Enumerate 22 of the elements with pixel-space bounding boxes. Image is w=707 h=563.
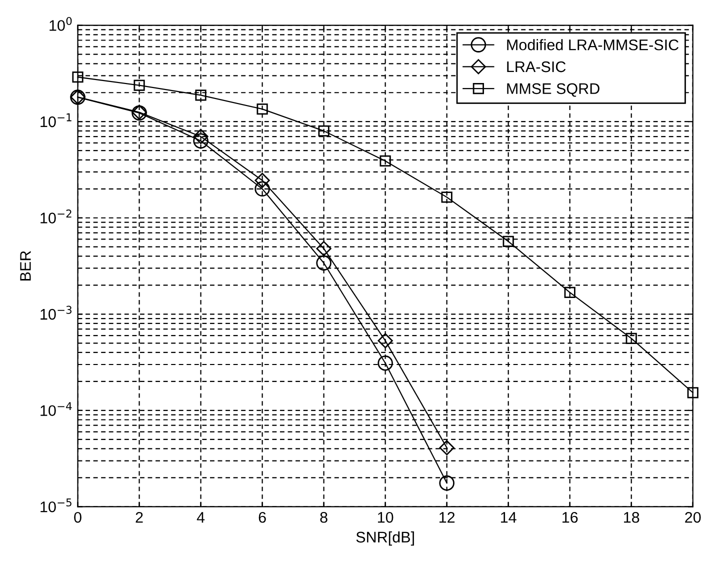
x-tick-label: 20 — [685, 512, 701, 523]
legend-label: LRA-SIC — [507, 61, 566, 72]
y-tick-label: 10$^{−1}$ — [40, 113, 72, 128]
legend-label: Modified LRA-MMSE-SIC — [507, 39, 679, 50]
x-tick-label: 2 — [136, 512, 143, 523]
x-tick-label: 4 — [196, 512, 205, 523]
x-tick-label: 10 — [378, 512, 394, 523]
x-tick-label: 0 — [74, 512, 82, 523]
x-tick-label: 6 — [258, 512, 266, 523]
y-tick-label: 10$^{0}$ — [50, 16, 72, 31]
y-tick-label: 10$^{−3}$ — [40, 306, 72, 320]
x-tick-label: 14 — [501, 512, 516, 523]
x-tick-label: 18 — [624, 512, 640, 523]
x-axis-title: SNR[dB] — [356, 531, 414, 546]
y-tick-label: 10$^{−4}$ — [40, 402, 72, 416]
x-tick-label: 12 — [439, 512, 455, 523]
y-tick-label: 10$^{−5}$ — [40, 498, 72, 512]
x-tick-label: 16 — [562, 512, 578, 523]
y-axis-title: BER — [20, 251, 31, 280]
y-tick-label: 10$^{−2}$ — [40, 210, 72, 224]
legend-label: MMSE SQRD — [507, 83, 600, 97]
x-tick-label: 8 — [320, 512, 328, 523]
